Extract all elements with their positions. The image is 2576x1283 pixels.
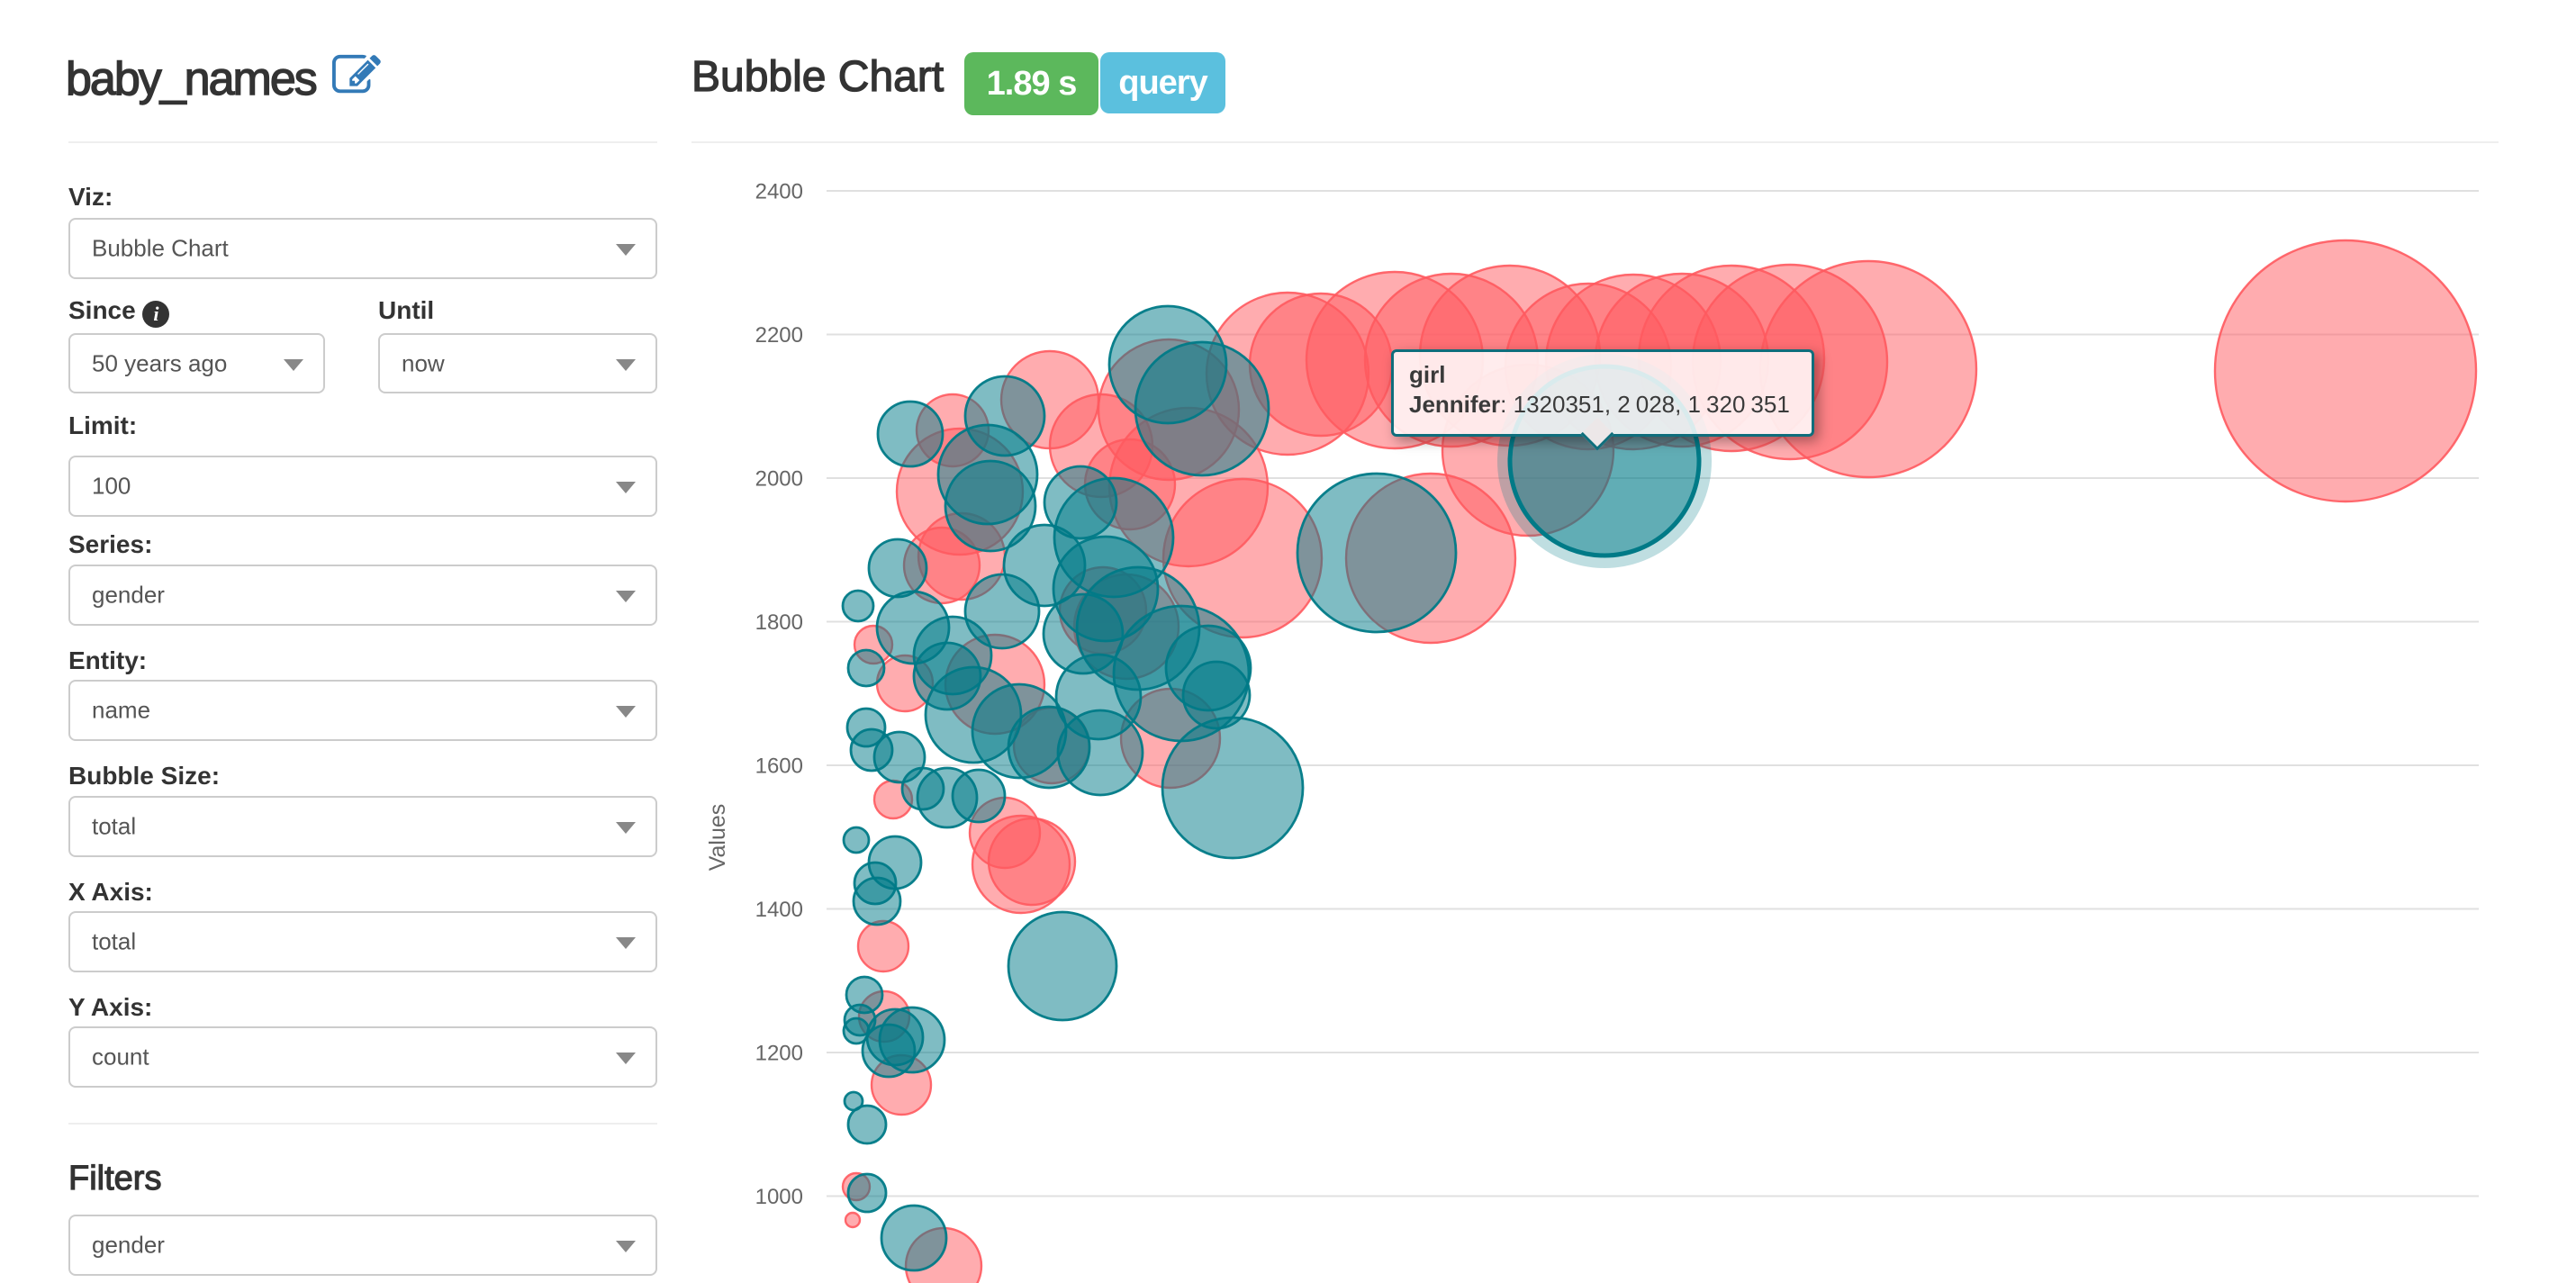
- svg-text:1200: 1200: [755, 1042, 803, 1066]
- svg-text:1800: 1800: [755, 610, 803, 635]
- svg-text:1000: 1000: [755, 1185, 803, 1209]
- svg-text:Values: Values: [705, 804, 730, 872]
- svg-text:2400: 2400: [755, 180, 803, 204]
- svg-text:2000: 2000: [755, 467, 803, 492]
- svg-text:2200: 2200: [755, 323, 803, 348]
- svg-text:1600: 1600: [755, 754, 803, 779]
- svg-text:1400: 1400: [755, 898, 803, 922]
